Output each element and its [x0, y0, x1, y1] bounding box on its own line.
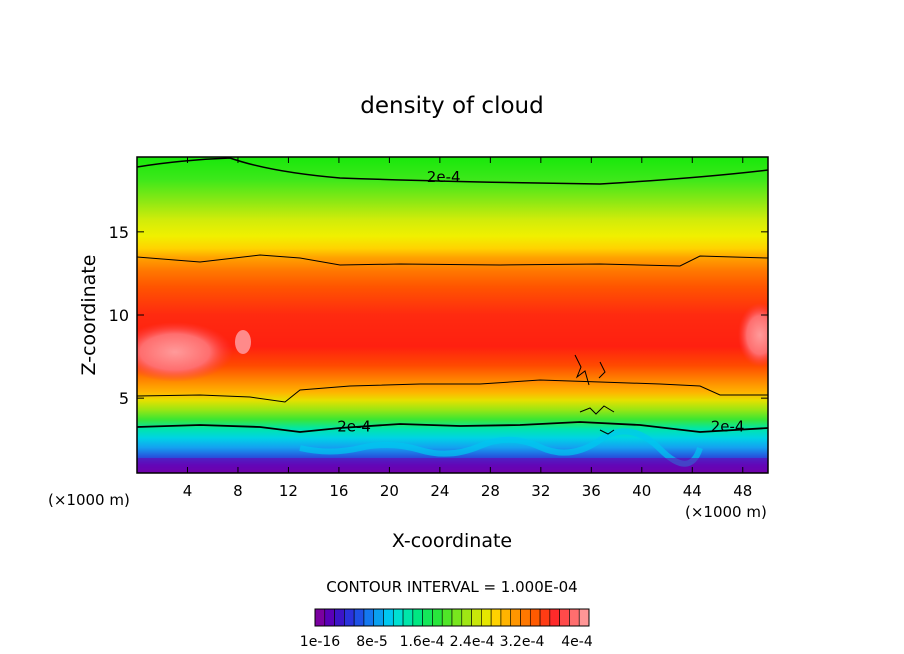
colorbar-swatch: [490, 608, 502, 627]
colorbar-swatch: [402, 608, 414, 627]
contour-label: 2e-4: [337, 417, 371, 435]
colorbar-swatch: [373, 608, 384, 627]
x-unit-label-right: (×1000 m): [685, 503, 767, 521]
colorbar-swatch: [441, 608, 453, 627]
colorbar-swatch: [539, 608, 551, 627]
bottom-band: [137, 458, 768, 473]
colorbar: [314, 608, 590, 627]
colorbar-swatch: [549, 608, 560, 627]
colorbar-swatch: [578, 608, 590, 627]
x-tick-label: 4: [183, 482, 193, 500]
colorbar-swatch: [353, 608, 365, 627]
x-axis: 4 8 12 16 20 24 28 32 36 40 44 48: [183, 157, 752, 500]
chart-title: density of cloud: [360, 93, 543, 119]
colorbar-tick-label: 1.6e-4: [400, 634, 445, 650]
noise-band: [299, 428, 703, 467]
colorbar-swatch: [471, 608, 482, 627]
x-tick-label: 16: [329, 482, 348, 500]
contour-line-top: [137, 157, 768, 185]
colorbar-swatch: [559, 608, 570, 627]
contour-label-group: 2e-4 2e-4 2e-4: [337, 168, 745, 435]
contour-line-bottom: [137, 421, 768, 433]
colorbar-frame: [314, 608, 590, 627]
x-axis-label: X-coordinate: [392, 530, 512, 552]
x-tick-label: 24: [430, 482, 449, 500]
plot-area: 2e-4 2e-4 2e-4: [137, 157, 768, 473]
y-axis-label: Z-coordinate: [78, 255, 100, 376]
y-axis: 5 10 15: [109, 223, 768, 408]
colorbar-swatch: [432, 608, 443, 627]
colorbar-swatch: [422, 608, 433, 627]
colorbar-tick-label: 3.2e-4: [500, 634, 545, 650]
y-tick-label: 15: [109, 223, 129, 242]
colorbar-swatch: [334, 608, 345, 627]
y-tick-label: 10: [109, 306, 129, 325]
contour-line-upper: [137, 254, 768, 267]
x-tick-label: 12: [279, 482, 298, 500]
colorbar-swatch: [520, 608, 531, 627]
x-tick-label: 48: [733, 482, 752, 500]
x-tick-label: 20: [380, 482, 399, 500]
colorbar-swatch: [529, 608, 541, 627]
x-tick-label: 8: [233, 482, 243, 500]
colorbar-swatch: [363, 608, 375, 627]
contour-label: 2e-4: [711, 417, 745, 435]
contour-noise-marks: [574, 354, 615, 435]
colorbar-tick-label: 2.4e-4: [450, 634, 495, 650]
x-tick-label: 32: [531, 482, 550, 500]
colorbar-tick-label: 8e-5: [356, 634, 387, 650]
colorbar-swatch: [314, 608, 326, 627]
x-unit-label-left: (×1000 m): [48, 491, 130, 509]
colorbar-tick-label: 4e-4: [561, 634, 593, 650]
colorbar-swatch: [324, 608, 335, 627]
high-density-spot: [235, 330, 251, 354]
contour-interval-text: CONTOUR INTERVAL = 1.000E-04: [326, 578, 577, 596]
colorbar-swatch: [412, 608, 423, 627]
contour-label: 2e-4: [427, 168, 461, 186]
colorbar-swatch: [344, 608, 355, 627]
x-tick-label: 44: [683, 482, 702, 500]
colorbar-swatch: [383, 608, 394, 627]
high-density-region-right: [738, 303, 768, 367]
x-tick-label: 28: [481, 482, 500, 500]
x-tick-label: 40: [632, 482, 651, 500]
colorbar-swatch: [569, 608, 580, 627]
colorbar-swatch: [500, 608, 512, 627]
colorbar-swatch: [510, 608, 521, 627]
colorbar-swatch: [392, 608, 404, 627]
colorbar-swatch: [461, 608, 472, 627]
contour-field: [137, 157, 768, 473]
colorbar-swatch: [481, 608, 492, 627]
high-density-region-left: [137, 322, 233, 382]
y-tick-label: 5: [119, 389, 129, 408]
x-tick-label: 36: [582, 482, 601, 500]
colorbar-swatch: [451, 608, 463, 627]
colorbar-tick-labels: 1e-16 8e-5 1.6e-4 2.4e-4 3.2e-4 4e-4: [300, 634, 593, 650]
colorbar-tick-label: 1e-16: [300, 634, 340, 650]
contour-line-lower: [137, 379, 768, 403]
